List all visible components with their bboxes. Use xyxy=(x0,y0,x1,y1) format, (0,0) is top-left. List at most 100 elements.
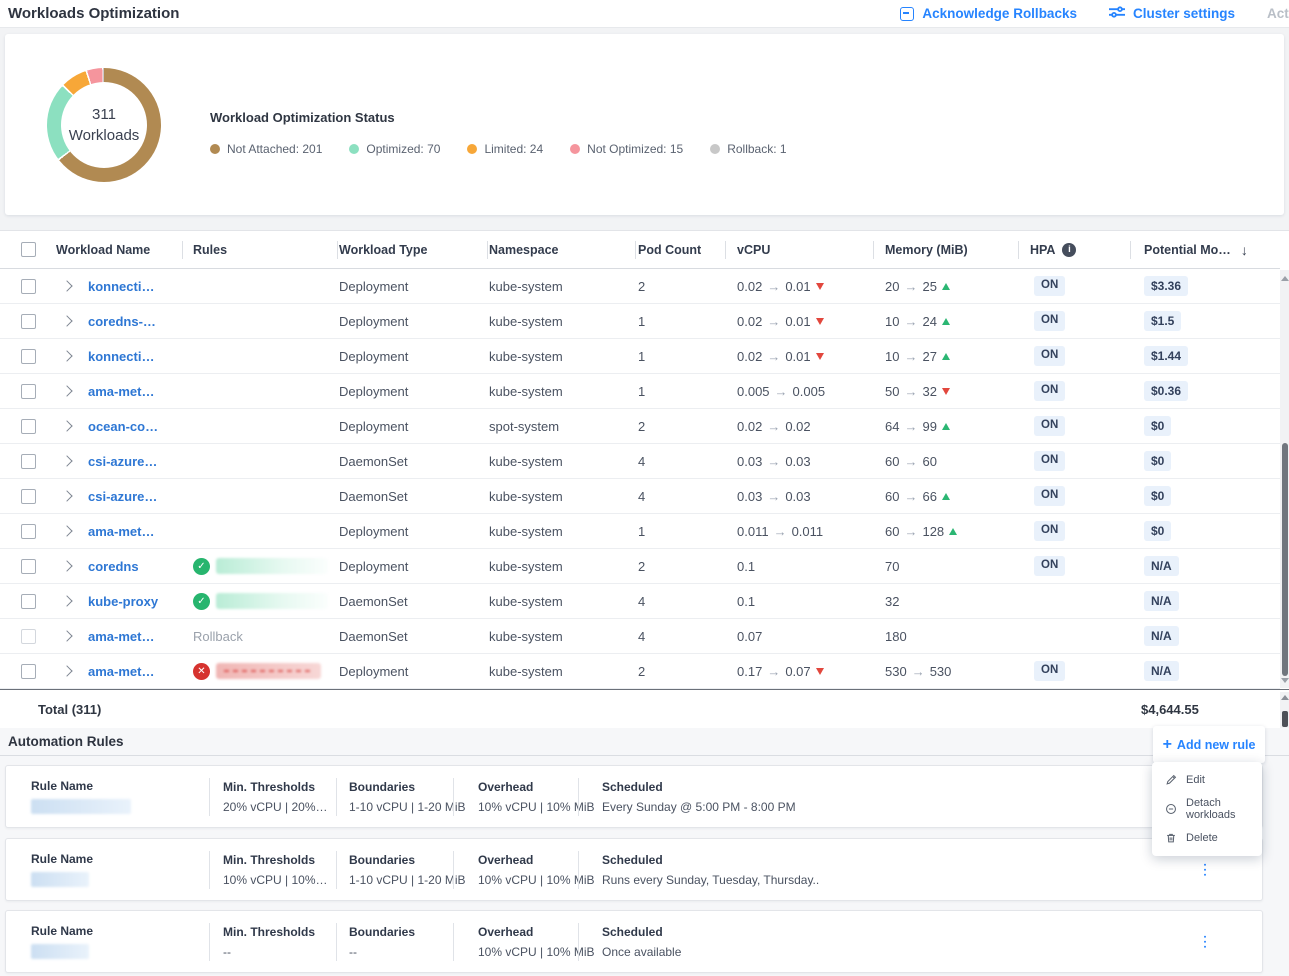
col-memory[interactable]: Memory (MiB) xyxy=(873,231,1018,268)
workload-name-link[interactable]: csi-azure… xyxy=(88,453,158,469)
row-checkbox[interactable] xyxy=(21,523,36,539)
table-row[interactable]: ama-met… Rollback DaemonSet kube-system … xyxy=(0,619,1280,654)
potential-savings-badge: $0 xyxy=(1144,416,1172,436)
table-row[interactable]: coredns Deployment kube-system 2 0.1 70 … xyxy=(0,549,1280,584)
overhead-value: 10% vCPU | 10% MiB xyxy=(478,799,595,814)
potential-savings-badge: N/A xyxy=(1144,556,1179,576)
top-bar-actions: Acknowledge Rollbacks Cluster settings A… xyxy=(900,5,1289,22)
row-checkbox[interactable] xyxy=(21,418,36,434)
potential-cell: $1.5 xyxy=(1130,304,1280,338)
col-vcpu[interactable]: vCPU xyxy=(725,231,873,268)
scroll-up-arrow-icon[interactable] xyxy=(1280,695,1289,700)
row-checkbox[interactable] xyxy=(21,313,36,329)
potential-savings-badge: $3.36 xyxy=(1144,276,1189,296)
menu-item-detach-workloads[interactable]: Detach workloads xyxy=(1152,795,1262,824)
actions-button[interactable]: Action xyxy=(1267,6,1289,21)
workload-name-link[interactable]: ama-met… xyxy=(88,663,155,679)
page-scrollbar[interactable] xyxy=(1280,692,1289,728)
row-checkbox[interactable] xyxy=(21,383,36,399)
menu-item-edit[interactable]: Edit xyxy=(1152,766,1262,795)
table-row[interactable]: ama-met… Deployment kube-system 1 0.0050… xyxy=(0,374,1280,409)
vcpu-cell: 0.030.03 xyxy=(725,444,873,478)
table-row[interactable]: ama-met… Deployment kube-system 1 0.0110… xyxy=(0,514,1280,549)
memory-cell: 6066 xyxy=(873,479,1018,513)
workload-name-link[interactable]: konnecti… xyxy=(88,348,155,364)
workload-name-link[interactable]: ama-met… xyxy=(88,628,155,644)
row-checkbox[interactable] xyxy=(21,488,36,504)
table-row[interactable]: coredns-… Deployment kube-system 1 0.020… xyxy=(0,304,1280,339)
vcpu-cell: 0.0050.005 xyxy=(725,374,873,408)
hpa-info-icon[interactable] xyxy=(1062,242,1077,257)
trend-up-icon xyxy=(941,352,950,360)
cluster-settings-button[interactable]: Cluster settings xyxy=(1108,5,1235,22)
workload-name-link[interactable]: kube-proxy xyxy=(88,593,159,609)
expand-chevron-icon[interactable] xyxy=(61,525,73,537)
hpa-cell: ON xyxy=(1018,304,1130,338)
scroll-down-arrow-icon[interactable] xyxy=(1280,674,1289,686)
row-checkbox[interactable] xyxy=(21,558,36,574)
table-row[interactable]: ama-met… Deployment kube-system 2 0.170.… xyxy=(0,654,1280,689)
table-row[interactable]: csi-azure… DaemonSet kube-system 4 0.030… xyxy=(0,479,1280,514)
workload-name-link[interactable]: csi-azure… xyxy=(88,488,158,504)
sort-descending-icon[interactable] xyxy=(1241,242,1248,258)
row-checkbox[interactable] xyxy=(21,453,36,469)
potential-cell: N/A xyxy=(1130,549,1280,583)
trend-up-icon xyxy=(941,282,950,290)
row-checkbox[interactable] xyxy=(21,628,36,644)
col-potential-savings[interactable]: Potential Mo… xyxy=(1130,231,1280,268)
actions-label: Action xyxy=(1267,6,1289,21)
expand-chevron-icon[interactable] xyxy=(61,665,73,677)
expand-chevron-icon[interactable] xyxy=(61,385,73,397)
scrollbar-thumb[interactable] xyxy=(1281,443,1288,676)
rules-cell xyxy=(182,514,337,548)
table-scrollbar[interactable] xyxy=(1280,270,1289,688)
arrow-right-icon xyxy=(904,419,917,434)
col-pod-count[interactable]: Pod Count xyxy=(635,231,725,268)
boundaries-value: -- xyxy=(349,944,357,959)
table-row[interactable]: ocean-co… Deployment spot-system 2 0.020… xyxy=(0,409,1280,444)
select-all-checkbox[interactable] xyxy=(21,242,36,257)
rule-kebab-menu-button[interactable] xyxy=(1200,859,1211,880)
workload-name-link[interactable]: konnecti… xyxy=(88,278,155,294)
workload-name-link[interactable]: coredns-… xyxy=(88,313,156,329)
expand-chevron-icon[interactable] xyxy=(61,595,73,607)
row-checkbox[interactable] xyxy=(21,348,36,364)
col-hpa[interactable]: HPA xyxy=(1018,231,1130,268)
col-workload-name[interactable]: Workload Name xyxy=(56,242,151,257)
workload-name-link[interactable]: coredns xyxy=(88,558,139,574)
row-checkbox[interactable] xyxy=(21,663,36,679)
hpa-on-badge: ON xyxy=(1034,556,1066,576)
trend-up-icon xyxy=(941,422,950,430)
legend-item-not-optimized: Not Optimized: 15 xyxy=(570,142,683,156)
scroll-up-arrow-icon[interactable] xyxy=(1280,272,1289,284)
rule-kebab-menu-button[interactable] xyxy=(1200,931,1211,952)
table-row[interactable]: konnecti… Deployment kube-system 1 0.020… xyxy=(0,339,1280,374)
table-row[interactable]: konnecti… Deployment kube-system 2 0.020… xyxy=(0,269,1280,304)
namespace: kube-system xyxy=(489,558,563,574)
expand-chevron-icon[interactable] xyxy=(61,560,73,572)
expand-chevron-icon[interactable] xyxy=(61,490,73,502)
table-row[interactable]: kube-proxy DaemonSet kube-system 4 0.1 3… xyxy=(0,584,1280,619)
hpa-on-badge: ON xyxy=(1034,661,1066,681)
detach-icon xyxy=(1165,803,1177,815)
acknowledge-rollbacks-button[interactable]: Acknowledge Rollbacks xyxy=(900,6,1077,21)
table-row[interactable]: csi-azure… DaemonSet kube-system 4 0.030… xyxy=(0,444,1280,479)
expand-chevron-icon[interactable] xyxy=(61,350,73,362)
add-new-rule-button[interactable]: Add new rule xyxy=(1163,737,1255,753)
expand-chevron-icon[interactable] xyxy=(61,420,73,432)
workload-name-link[interactable]: ocean-co… xyxy=(88,418,159,434)
col-workload-type[interactable]: Workload Type xyxy=(337,231,487,268)
expand-chevron-icon[interactable] xyxy=(61,280,73,292)
row-checkbox[interactable] xyxy=(21,593,36,609)
rollback-dot-icon xyxy=(710,144,721,154)
menu-item-delete[interactable]: Delete xyxy=(1152,823,1262,852)
workload-name-link[interactable]: ama-met… xyxy=(88,383,155,399)
col-rules[interactable]: Rules xyxy=(182,231,337,268)
expand-chevron-icon[interactable] xyxy=(61,315,73,327)
scrollbar-thumb[interactable] xyxy=(1281,711,1288,727)
workload-name-link[interactable]: ama-met… xyxy=(88,523,155,539)
expand-chevron-icon[interactable] xyxy=(61,455,73,467)
col-namespace[interactable]: Namespace xyxy=(487,231,635,268)
expand-chevron-icon[interactable] xyxy=(61,630,73,642)
row-checkbox[interactable] xyxy=(21,278,36,294)
